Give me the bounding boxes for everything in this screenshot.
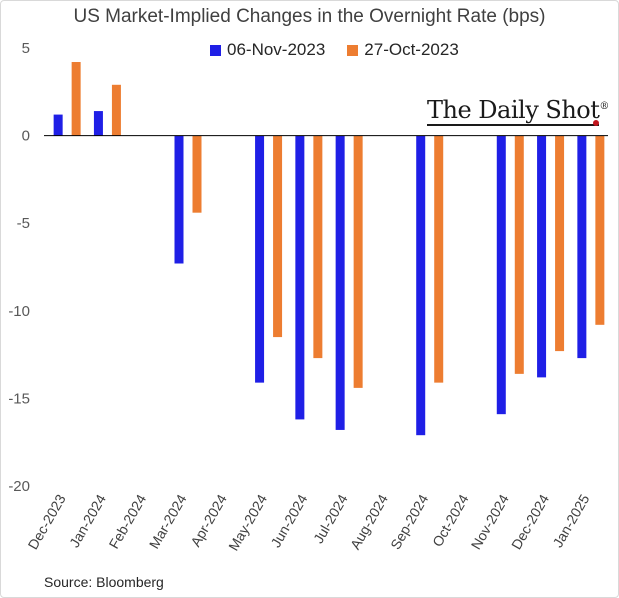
x-tick-label: Apr-2024 bbox=[187, 491, 230, 549]
bar-series-2 bbox=[111, 84, 121, 136]
x-tick-label: Nov-2024 bbox=[468, 491, 512, 552]
x-tick-label: Jun-2024 bbox=[267, 491, 310, 550]
bar-series-1 bbox=[295, 135, 305, 420]
brand-registered-mark: ® bbox=[599, 101, 609, 112]
brand-name: The Daily Shot bbox=[427, 96, 600, 124]
bar-series-2 bbox=[514, 135, 524, 374]
x-tick-label: Dec-2024 bbox=[508, 491, 552, 552]
bar-series-1 bbox=[174, 135, 184, 264]
brand-logo: The Daily Shot® bbox=[427, 96, 609, 124]
y-tick-label: -15 bbox=[8, 390, 30, 407]
chart-title: US Market-Implied Changes in the Overnig… bbox=[73, 6, 546, 27]
x-tick-label: Sep-2024 bbox=[387, 491, 431, 552]
bar-series-2 bbox=[555, 135, 565, 352]
bar-series-2 bbox=[273, 135, 283, 338]
bar-series-1 bbox=[496, 135, 506, 415]
y-tick-label: -10 bbox=[8, 303, 30, 320]
legend-label-series-2: 27-Oct-2023 bbox=[364, 40, 459, 59]
x-tick-label: Mar-2024 bbox=[146, 491, 190, 551]
bar-series-1 bbox=[335, 135, 345, 430]
bar-series-2 bbox=[353, 135, 363, 388]
x-tick-label: Feb-2024 bbox=[105, 491, 149, 551]
x-tick-label: Aug-2024 bbox=[347, 491, 391, 552]
y-tick-label: 5 bbox=[22, 40, 30, 57]
legend: 06-Nov-2023 27-Oct-2023 bbox=[210, 40, 459, 60]
legend-swatch-series-2 bbox=[347, 44, 359, 56]
brand-dot bbox=[593, 120, 599, 126]
legend-label-series-1: 06-Nov-2023 bbox=[227, 40, 326, 59]
bar-series-2 bbox=[434, 135, 444, 383]
legend-item-series-2: 27-Oct-2023 bbox=[347, 40, 459, 60]
x-tick-label: Jan-2024 bbox=[66, 491, 109, 550]
bar-series-1 bbox=[416, 135, 426, 436]
source-note: Source: Bloomberg bbox=[44, 574, 164, 590]
legend-swatch-series-1 bbox=[210, 44, 221, 56]
brand-underline bbox=[427, 124, 599, 126]
x-tick-label: Dec-2023 bbox=[25, 491, 69, 552]
bar-series-1 bbox=[537, 135, 547, 378]
bar-series-1 bbox=[577, 135, 587, 359]
bar-series-2 bbox=[313, 135, 323, 359]
x-tick-label: Jan-2025 bbox=[549, 491, 592, 550]
y-tick-label: -5 bbox=[17, 215, 30, 232]
x-tick-label: Jul-2024 bbox=[310, 491, 351, 546]
bar-series-1 bbox=[93, 111, 103, 136]
y-tick-label: -20 bbox=[8, 478, 30, 495]
bar-series-1 bbox=[53, 114, 63, 136]
bar-series-2 bbox=[192, 135, 202, 213]
bar-series-2 bbox=[71, 62, 81, 136]
x-tick-label: May-2024 bbox=[225, 491, 270, 553]
bar-series-1 bbox=[255, 135, 265, 383]
y-tick-label: 0 bbox=[22, 128, 30, 145]
legend-item-series-1: 06-Nov-2023 bbox=[210, 40, 325, 60]
bar-series-2 bbox=[595, 135, 605, 325]
x-tick-label: Oct-2024 bbox=[429, 491, 472, 549]
